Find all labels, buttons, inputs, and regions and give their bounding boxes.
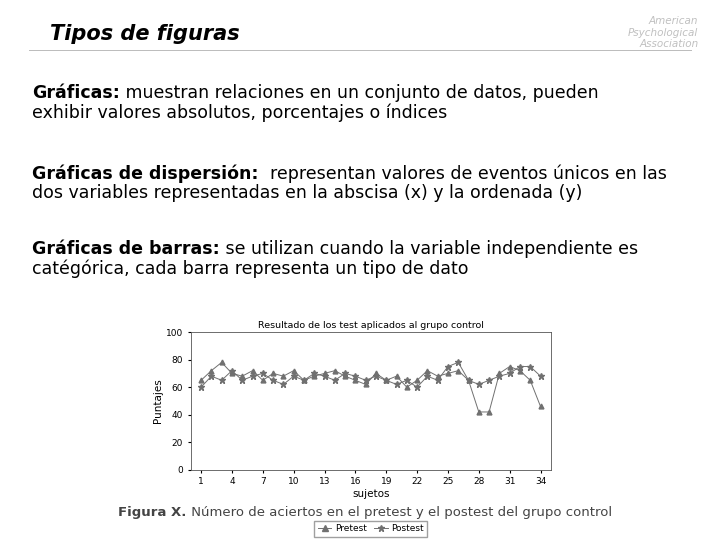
Text: Figura X.: Figura X. [118, 507, 186, 519]
Title: Resultado de los test aplicados al grupo control: Resultado de los test aplicados al grupo… [258, 321, 484, 330]
Text: American
Psychological
Association: American Psychological Association [628, 16, 698, 49]
Text: representan valores de eventos únicos en las: representan valores de eventos únicos en… [259, 165, 667, 183]
Text: muestran relaciones en un conjunto de datos, pueden: muestran relaciones en un conjunto de da… [120, 84, 599, 102]
Text: Tipos de figuras: Tipos de figuras [50, 24, 240, 44]
Text: dos variables representadas en la abscisa (x) y la ordenada (y): dos variables representadas en la abscis… [32, 184, 582, 202]
Text: se utilizan cuando la variable independiente es: se utilizan cuando la variable independi… [220, 240, 638, 258]
Text: Figura X. Número de aciertos en el pretest y el postest del grupo control: Figura X. Número de aciertos en el prete… [118, 507, 602, 519]
Text: exhibir valores absolutos, porcentajes o índices: exhibir valores absolutos, porcentajes o… [32, 103, 448, 122]
Text: Gráficas:: Gráficas: [32, 84, 120, 102]
Text: Gráficas de dispersión:: Gráficas de dispersión: [32, 165, 259, 183]
Text: catégórica, cada barra representa un tipo de dato: catégórica, cada barra representa un tip… [32, 260, 469, 278]
Text: Número de aciertos en el pretest y el postest del grupo control: Número de aciertos en el pretest y el po… [186, 507, 612, 519]
Y-axis label: Puntajes: Puntajes [153, 379, 163, 423]
X-axis label: sujetos: sujetos [352, 489, 390, 499]
Legend: Pretest, Postest: Pretest, Postest [314, 521, 428, 537]
Text: Gráficas de barras:: Gráficas de barras: [32, 240, 220, 258]
